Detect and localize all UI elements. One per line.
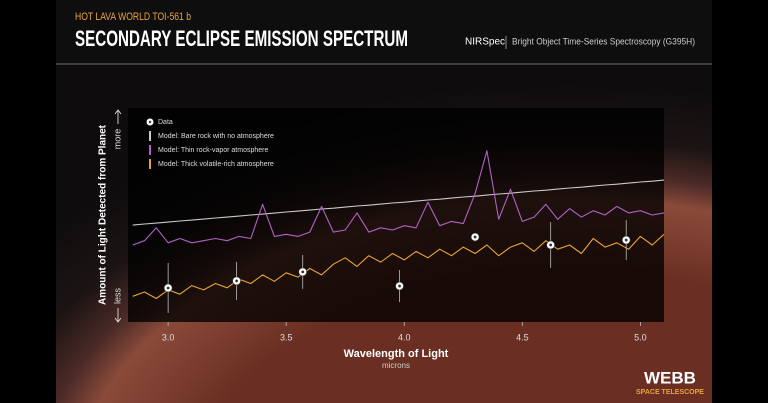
y-axis-label: Amount of Light Detected from Planet: [98, 124, 109, 305]
mode: Bright Object Time-Series Spectroscopy (…: [512, 36, 695, 46]
x-axis-unit: microns: [382, 361, 410, 370]
instrument: NIRSpec: [465, 37, 505, 48]
legend-marker-center: [148, 120, 152, 124]
supertitle: HOT LAVA WORLD TOI-561 b: [75, 11, 191, 23]
plot-area: [128, 108, 664, 322]
data-point-center: [398, 284, 401, 288]
data-point-center: [166, 286, 170, 290]
header-band: [56, 0, 712, 64]
x-tick-label: 3.0: [162, 332, 175, 342]
legend-label: Data: [158, 119, 173, 126]
legend-label: Model: Bare rock with no atmosphere: [158, 133, 274, 140]
model-line: [132, 150, 665, 246]
x-tick-label: 5.0: [634, 332, 647, 342]
legend-label: Model: Thick volatile-rich atmosphere: [158, 161, 274, 168]
logo-name: WEBB: [644, 368, 696, 387]
y-axis-more: more: [112, 129, 122, 150]
data-point-center: [624, 238, 628, 242]
title: SECONDARY ECLIPSE EMISSION SPECTRUM: [75, 26, 408, 51]
data-point-center: [301, 270, 305, 274]
plot: 3.0 3.5 4.0 4.5 5.0 Wavelength of Lightmicron…: [98, 109, 665, 370]
y-arrow-up: [114, 109, 122, 124]
model-line: [132, 179, 665, 226]
data-point-center: [235, 279, 239, 283]
y-arrow-down: [114, 308, 122, 323]
y-axis-less: less: [112, 288, 122, 305]
x-tick-label: 4.5: [516, 332, 529, 342]
model-line: [132, 233, 665, 300]
x-axis-label: Wavelength of Light: [344, 348, 449, 360]
x-tick-label: 3.5: [280, 332, 293, 342]
x-tick-label: 4.0: [398, 332, 411, 342]
logo-subtitle: SPACE TELESCOPE: [636, 389, 704, 396]
data-point-center: [473, 235, 477, 239]
legend-label: Model: Thin rock-vapor atmosphere: [158, 147, 268, 154]
data-point-center: [549, 243, 553, 247]
